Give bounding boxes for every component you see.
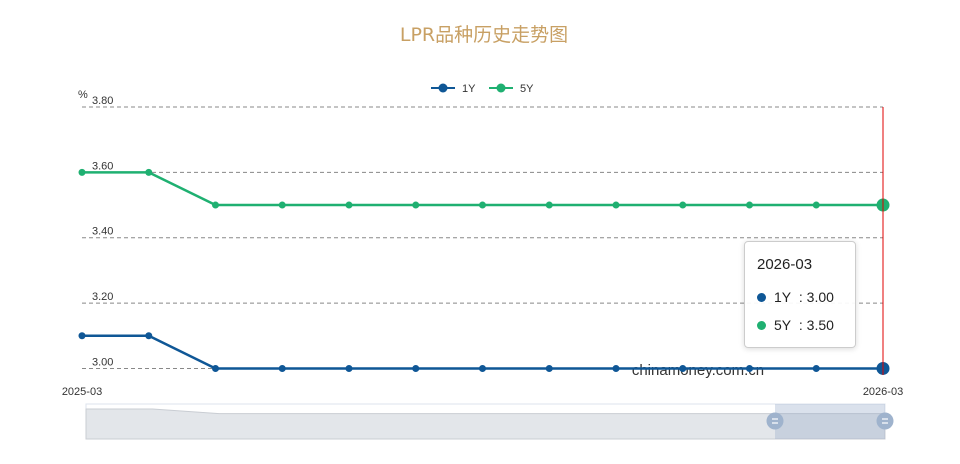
series-5y-point bbox=[412, 201, 420, 209]
watermark: chinamoney.com.cn bbox=[632, 362, 764, 379]
y-tick-label: 3.20 bbox=[92, 291, 113, 303]
series-1y-point bbox=[612, 364, 620, 372]
zoom-handle-icon[interactable] bbox=[766, 412, 784, 430]
series-5y-point bbox=[746, 201, 753, 209]
series-5y-marker-icon bbox=[757, 320, 766, 330]
tooltip-row-1y: 1Y : 3.00 bbox=[757, 283, 843, 311]
y-axis-unit: % bbox=[78, 89, 88, 101]
series-1y-marker-icon bbox=[757, 292, 766, 302]
series-5y-point bbox=[679, 201, 687, 209]
legend-5y-icon bbox=[496, 83, 506, 93]
x-tick-label: 2026-03 bbox=[863, 386, 903, 398]
series-5y-point bbox=[479, 201, 486, 209]
tooltip-label: 5Y bbox=[774, 317, 792, 333]
series-5y-point bbox=[612, 201, 620, 209]
series-1y-point bbox=[212, 364, 219, 372]
series-1y-point bbox=[78, 332, 86, 340]
x-axis-ticks: 2025-03 2026-03 bbox=[62, 386, 903, 398]
tooltip-row-5y: 5Y : 3.50 bbox=[757, 311, 843, 339]
series-5y-point bbox=[212, 201, 219, 209]
series-5y-point bbox=[145, 168, 153, 176]
zoom-selected-window[interactable] bbox=[775, 404, 885, 439]
y-tick-label: 3.40 bbox=[92, 226, 113, 238]
series-1y-point bbox=[545, 364, 553, 372]
legend-5y-label: 5Y bbox=[520, 83, 534, 95]
tooltip: 2026-03 1Y : 3.00 5Y : 3.50 bbox=[744, 241, 856, 348]
series-1y-point bbox=[679, 364, 687, 372]
zoom-preview-area bbox=[85, 408, 886, 440]
series-5y-line bbox=[82, 171, 883, 207]
series-5y-point bbox=[545, 201, 553, 209]
y-tick-label: 3.00 bbox=[92, 356, 113, 368]
legend[interactable]: 1Y 5Y bbox=[431, 83, 534, 95]
series-5y-point bbox=[278, 201, 286, 209]
series-1y-point bbox=[345, 364, 353, 372]
legend-1y-label: 1Y bbox=[462, 83, 476, 95]
series-1y-point bbox=[746, 364, 753, 372]
series-1y-point bbox=[479, 364, 486, 372]
data-zoom-slider[interactable] bbox=[85, 403, 894, 440]
series-5y-point bbox=[345, 201, 353, 209]
series-1y-point bbox=[145, 332, 153, 340]
zoom-handle-icon[interactable] bbox=[876, 412, 894, 430]
tooltip-value: : 3.00 bbox=[798, 289, 834, 305]
x-tick-label: 2025-03 bbox=[62, 386, 102, 398]
y-tick-label: 3.80 bbox=[92, 95, 113, 107]
y-tick-label: 3.60 bbox=[92, 160, 113, 172]
legend-1y-icon bbox=[438, 83, 448, 93]
series-5y-point bbox=[812, 201, 820, 209]
chart-title: LPR品种历史走势图 bbox=[400, 24, 568, 46]
series-1y-point bbox=[812, 364, 820, 372]
series-1y-point bbox=[278, 364, 286, 372]
tooltip-title: 2026-03 bbox=[757, 256, 813, 273]
tooltip-value: : 3.50 bbox=[798, 317, 834, 333]
y-axis-ticks: 3.00 3.20 3.40 3.60 3.80 bbox=[92, 95, 113, 368]
series-5y-point bbox=[78, 168, 86, 176]
series-1y-point bbox=[412, 364, 420, 372]
tooltip-label: 1Y bbox=[774, 289, 792, 305]
series-group bbox=[78, 168, 890, 375]
